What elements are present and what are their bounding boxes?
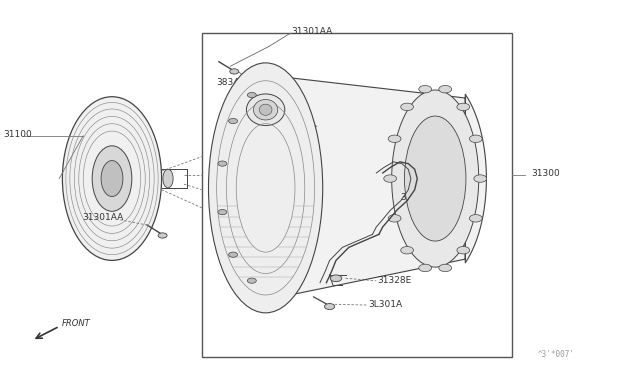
Text: 31328B: 31328B — [400, 193, 435, 202]
Text: 31100: 31100 — [3, 130, 32, 139]
Circle shape — [474, 175, 486, 182]
Text: 38342P: 38342P — [216, 78, 250, 87]
Ellipse shape — [259, 104, 272, 115]
Circle shape — [247, 278, 256, 283]
Ellipse shape — [253, 99, 278, 120]
Circle shape — [469, 215, 482, 222]
Circle shape — [330, 275, 342, 282]
Bar — [202, 33, 512, 357]
Ellipse shape — [209, 63, 323, 313]
Circle shape — [388, 215, 401, 222]
Circle shape — [401, 247, 413, 254]
Circle shape — [384, 175, 397, 182]
Circle shape — [228, 252, 237, 257]
Circle shape — [457, 103, 470, 110]
Circle shape — [439, 264, 452, 272]
Circle shape — [419, 264, 431, 272]
Ellipse shape — [101, 161, 123, 196]
Circle shape — [419, 86, 431, 93]
Ellipse shape — [163, 169, 173, 188]
Circle shape — [401, 103, 413, 110]
Circle shape — [324, 304, 335, 310]
Circle shape — [158, 233, 167, 238]
Circle shape — [230, 69, 239, 74]
Text: ^3'*007': ^3'*007' — [538, 350, 575, 359]
Circle shape — [218, 209, 227, 215]
Text: 31301AA: 31301AA — [82, 214, 123, 222]
Ellipse shape — [404, 116, 466, 241]
Ellipse shape — [63, 97, 161, 260]
Circle shape — [457, 247, 470, 254]
Circle shape — [469, 135, 482, 142]
Ellipse shape — [392, 90, 479, 267]
Ellipse shape — [246, 94, 285, 126]
Text: 3L301A: 3L301A — [368, 300, 402, 309]
Circle shape — [218, 161, 227, 166]
Circle shape — [439, 86, 452, 93]
Circle shape — [247, 92, 256, 97]
Circle shape — [388, 135, 401, 142]
Text: 31301AA: 31301AA — [291, 28, 332, 36]
Text: 31300: 31300 — [531, 169, 560, 178]
Text: 31328E: 31328E — [378, 276, 412, 285]
Ellipse shape — [92, 146, 132, 211]
Polygon shape — [211, 70, 486, 305]
Text: FRONT: FRONT — [62, 319, 91, 328]
Circle shape — [228, 118, 237, 124]
